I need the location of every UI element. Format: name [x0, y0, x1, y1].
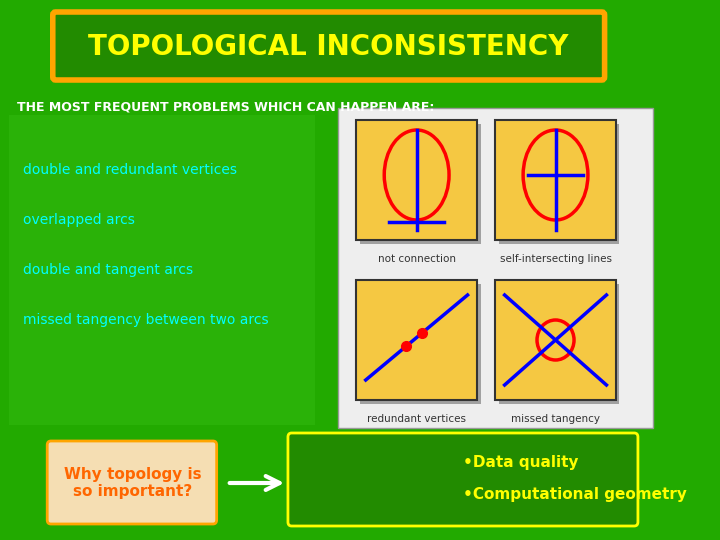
Text: redundant vertices: redundant vertices — [367, 414, 466, 424]
FancyBboxPatch shape — [288, 433, 638, 526]
Text: not connection: not connection — [378, 254, 456, 264]
Text: •Computational geometry: •Computational geometry — [463, 488, 687, 503]
FancyBboxPatch shape — [499, 284, 619, 404]
Text: THE MOST FREQUENT PROBLEMS WHICH CAN HAPPEN ARE:: THE MOST FREQUENT PROBLEMS WHICH CAN HAP… — [17, 100, 434, 113]
FancyBboxPatch shape — [53, 12, 605, 80]
FancyBboxPatch shape — [499, 124, 619, 244]
Text: overlapped arcs: overlapped arcs — [23, 213, 135, 227]
FancyBboxPatch shape — [360, 284, 480, 404]
Text: double and redundant vertices: double and redundant vertices — [23, 163, 237, 177]
FancyBboxPatch shape — [338, 108, 653, 428]
Text: double and tangent arcs: double and tangent arcs — [23, 263, 193, 277]
FancyBboxPatch shape — [360, 124, 480, 244]
FancyBboxPatch shape — [9, 115, 315, 425]
Text: missed tangency between two arcs: missed tangency between two arcs — [23, 313, 269, 327]
FancyBboxPatch shape — [356, 120, 477, 240]
Text: self-intersecting lines: self-intersecting lines — [500, 254, 611, 264]
FancyBboxPatch shape — [356, 280, 477, 400]
Text: TOPOLOGICAL INCONSISTENCY: TOPOLOGICAL INCONSISTENCY — [89, 33, 569, 61]
FancyBboxPatch shape — [495, 280, 616, 400]
Text: Why topology is
so important?: Why topology is so important? — [63, 467, 201, 499]
FancyBboxPatch shape — [495, 120, 616, 240]
FancyBboxPatch shape — [48, 441, 217, 524]
Text: •Data quality: •Data quality — [463, 455, 578, 469]
Text: missed tangency: missed tangency — [511, 414, 600, 424]
